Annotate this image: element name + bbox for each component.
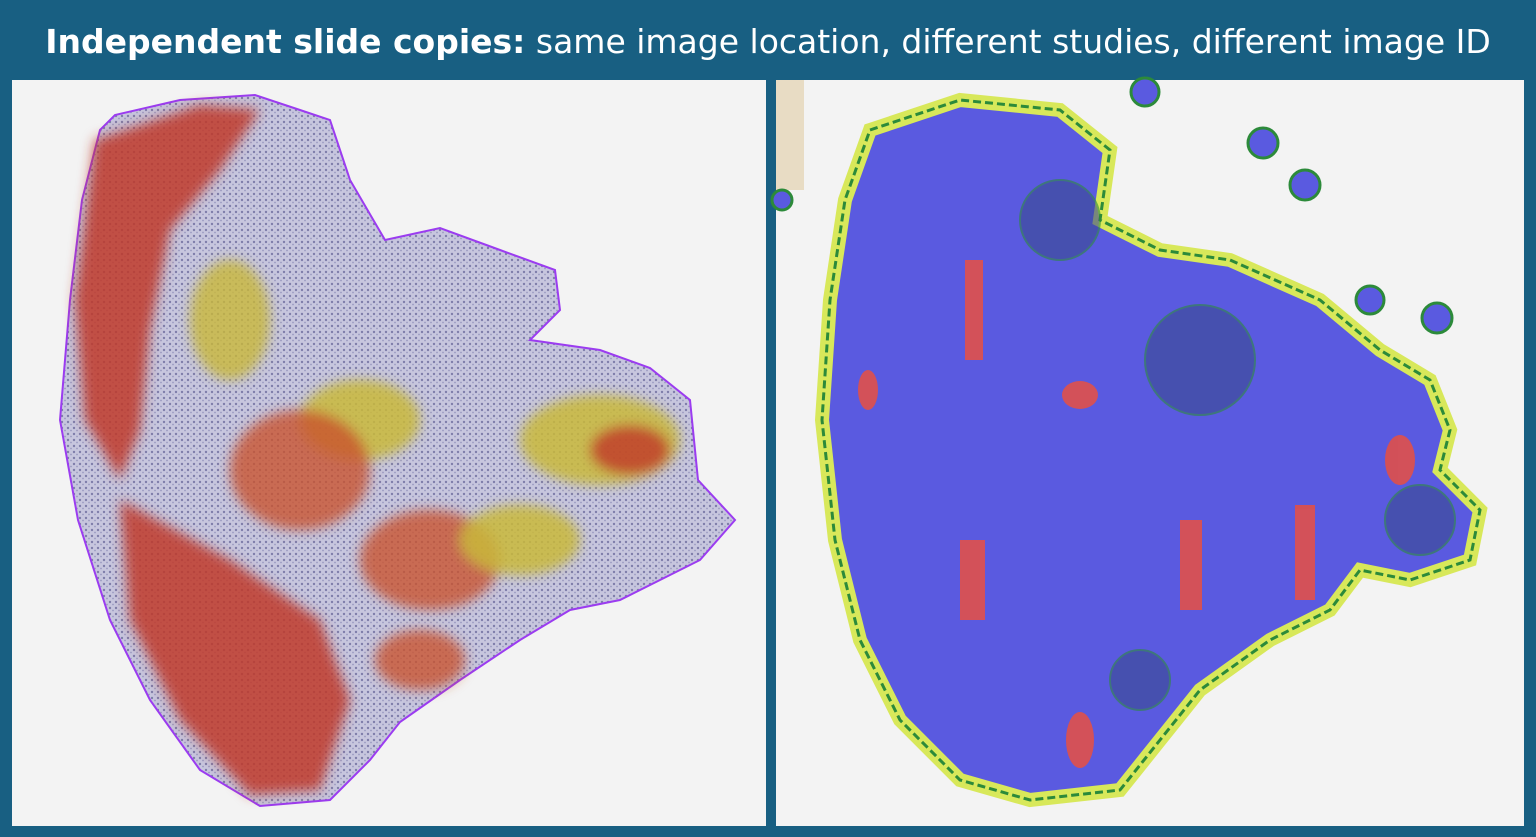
annotation-blob-contour: [820, 98, 1482, 802]
title-bold: Independent slide copies:: [45, 22, 526, 61]
satellite-annotations: [770, 76, 1454, 335]
heatmap-overlay: [75, 105, 680, 795]
region-holes: [1019, 179, 1456, 711]
title-rest: same image location, different studies, …: [535, 22, 1491, 61]
slide-edge: [776, 80, 804, 190]
slide-title: Independent slide copies: same image loc…: [0, 22, 1536, 61]
tumor-regions: [858, 260, 1415, 768]
